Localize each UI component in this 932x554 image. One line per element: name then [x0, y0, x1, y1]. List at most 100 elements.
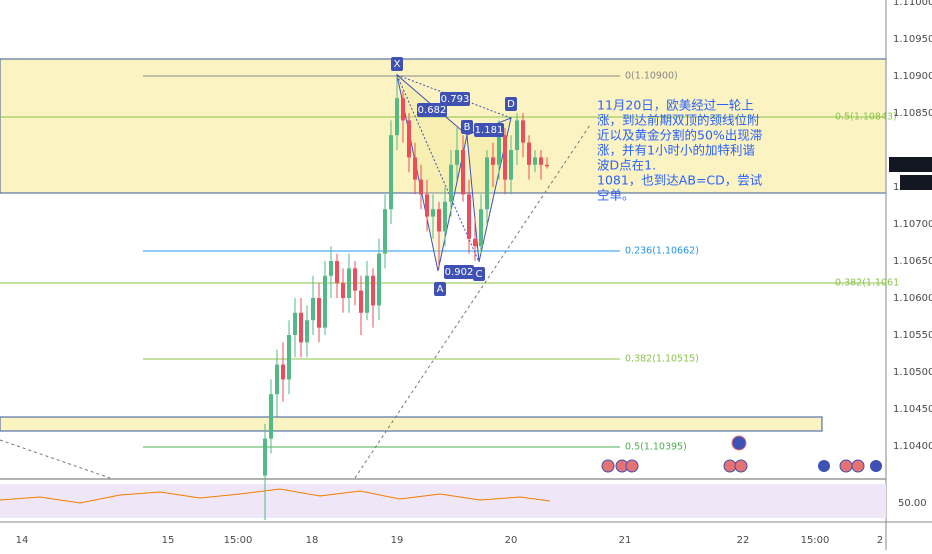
price-tick-label: 1.10950 [893, 34, 932, 45]
candle-body [281, 364, 285, 380]
annotation-line: 近以及黄金分割的50%出现滞 [597, 128, 762, 143]
candle-body [449, 164, 453, 202]
candle-body [347, 268, 351, 298]
candle-body [317, 298, 321, 328]
annotation-line: 空单。 [597, 188, 635, 203]
ratio-badge [440, 92, 470, 106]
candle-body [545, 164, 549, 167]
candle-body [407, 120, 411, 158]
price-tag [889, 157, 932, 172]
price-tick-label: 1.10500 [893, 367, 932, 378]
candle-body [515, 120, 519, 150]
pattern-badge [473, 267, 485, 281]
events [601, 435, 882, 473]
candle-body [509, 150, 513, 180]
pattern-ratio: 0.793 [441, 94, 470, 105]
candle-body [323, 275, 327, 328]
pattern-ratio: 0.682 [418, 105, 447, 116]
candle-body [413, 157, 417, 180]
candle-body [431, 209, 435, 217]
time-tick-label: 18 [306, 535, 319, 546]
fib-label: 0.382(1.10515) [625, 354, 699, 365]
pattern-point: B [464, 122, 471, 133]
time-tick-label: 22 [737, 535, 750, 546]
candle-body [353, 268, 357, 291]
price-tick-label: 1.10550 [893, 330, 932, 341]
candle-body [461, 150, 465, 195]
candle-body [269, 394, 273, 439]
time-tick-label: 14 [16, 535, 29, 546]
price-tick-label: 1 [893, 182, 899, 193]
time-tick-label: 15:00 [224, 535, 253, 546]
candle-body [473, 238, 477, 247]
price-tick-label: 1.10650 [893, 256, 932, 267]
trend-line [0, 439, 111, 479]
fib-label: 0.5(1.10843) [835, 112, 897, 123]
pattern-ratio: 0.902 [445, 267, 474, 278]
pattern-point: X [394, 59, 401, 70]
pattern-ratio: 1.181 [475, 125, 504, 136]
candle-body [503, 135, 507, 180]
candle-body [521, 120, 525, 143]
time-tick-label: 15 [162, 535, 175, 546]
candle-body [533, 157, 537, 165]
candle-body [311, 298, 315, 321]
candle-body [305, 320, 309, 343]
candle-body [395, 98, 399, 136]
candle-body [527, 142, 531, 165]
time-tick-label: 19 [391, 535, 404, 546]
candle-body [293, 312, 297, 335]
pattern-point: D [507, 99, 515, 110]
pattern-point: A [437, 284, 444, 295]
candle-body [479, 209, 483, 247]
pattern-badge [461, 120, 473, 134]
zone [0, 58, 887, 194]
candle-body [341, 283, 345, 298]
price-tick-label: 1.10600 [893, 293, 932, 304]
trend-line [354, 124, 591, 479]
countdown-tag [900, 175, 932, 190]
candle-body [335, 261, 339, 284]
candle-body [455, 150, 459, 165]
pattern-badge [391, 57, 403, 71]
candle-body [389, 135, 393, 210]
time-tick-label: 21 [619, 535, 632, 546]
annotation-line: 11月20日，欧美经过一轮上 [597, 98, 754, 113]
annotation-line: 涨，并有1小时小的加特利谐 [597, 143, 755, 158]
candle-body [437, 209, 441, 232]
price-tick-label: 1.10900 [893, 71, 932, 82]
price-tick-label: 1.11000 [893, 0, 932, 8]
candle-body [497, 135, 501, 165]
pattern-badge [434, 282, 446, 296]
candle-body [365, 275, 369, 313]
candle-body [425, 194, 429, 217]
ratio-badge [444, 265, 474, 279]
pattern-badge [505, 97, 517, 111]
fib-label: 0.236(1.10662) [625, 246, 699, 257]
candle-body [443, 201, 447, 232]
price-tick-label: 1.10700 [893, 219, 932, 230]
time-tick-label: 20 [505, 535, 518, 546]
rsi-label: 50.00 [898, 498, 927, 509]
pattern-point: C [476, 269, 483, 280]
time-tick-label: 15:00 [801, 535, 830, 546]
candle-body [491, 157, 495, 165]
time-tick-label: 2 [877, 535, 883, 546]
rsi-band [0, 484, 886, 518]
ratio-badge [474, 123, 504, 137]
fib-label: 0.382(1.1061 [835, 278, 899, 289]
rsi-line [0, 488, 551, 504]
candle-body [275, 364, 279, 395]
fib-label: 0(1.10900) [625, 71, 678, 82]
candle-body [329, 261, 333, 276]
fib-label: 0.5(1.10395) [625, 442, 687, 453]
candle-body [539, 157, 543, 165]
candle-body [485, 157, 489, 210]
annotation-line: 1081，也到达AB=CD，尝试 [597, 173, 763, 188]
price-tick-label: 1.10850 [893, 108, 932, 119]
candle-body [287, 335, 291, 380]
price-tick-label: 1.10450 [893, 404, 932, 415]
candle-body [419, 179, 423, 195]
annotation-line: 涨，到达前期双顶的颈线位附 [597, 113, 760, 128]
candle-body [377, 253, 381, 306]
